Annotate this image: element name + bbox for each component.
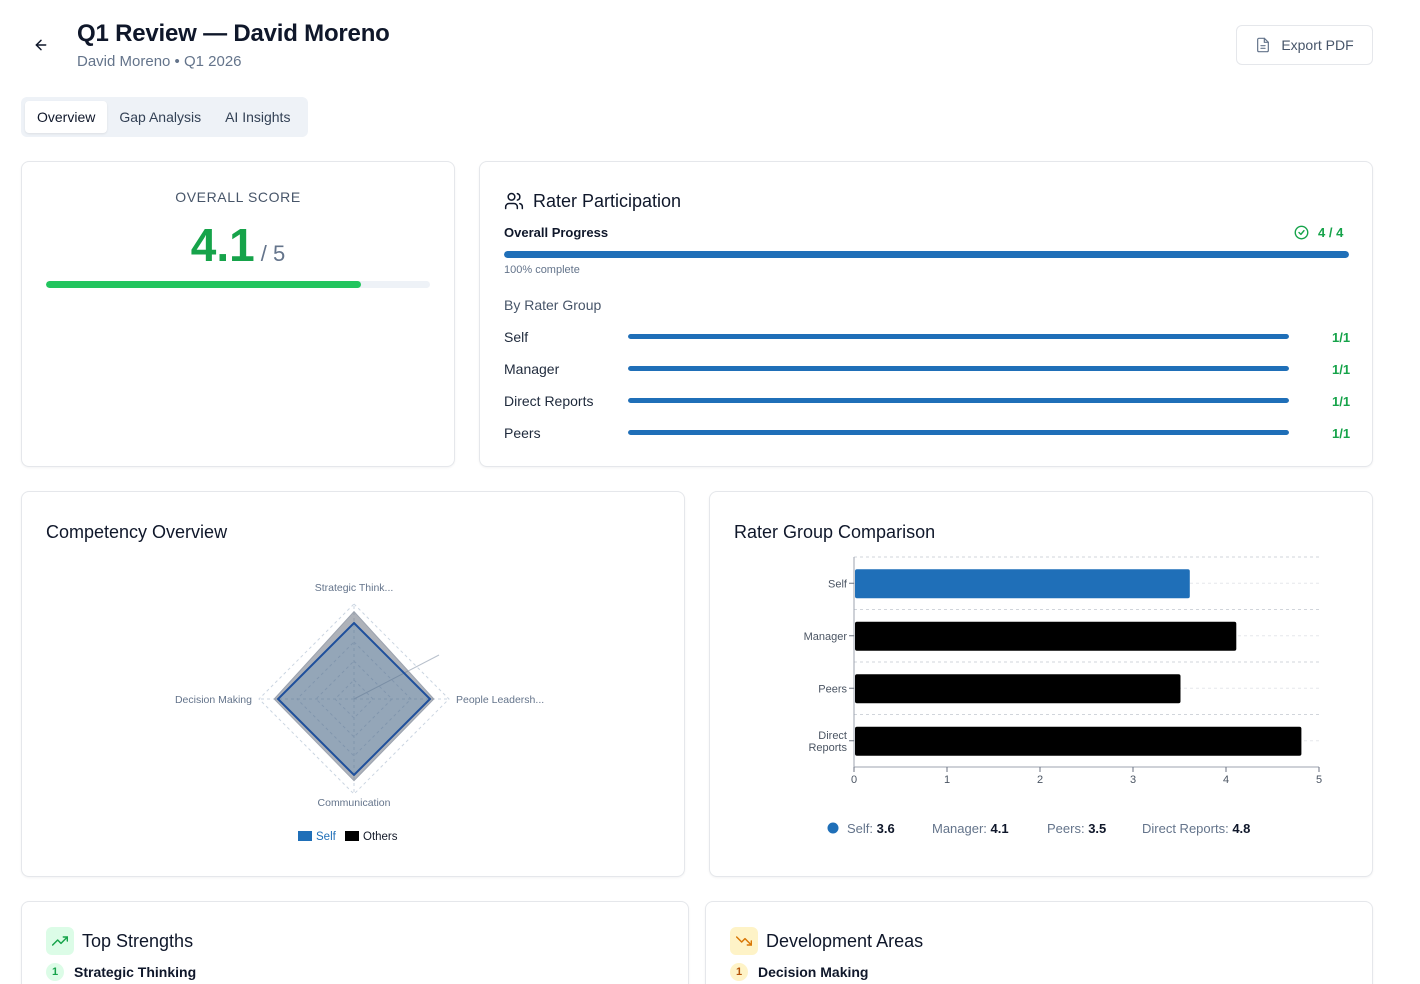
page-subtitle: David Moreno • Q1 2026: [77, 53, 242, 70]
strength-label: Strategic Thinking: [74, 964, 197, 980]
overall-score-label: OVERALL SCORE: [175, 189, 301, 205]
check-circle-icon: [1294, 225, 1309, 240]
overall-score: 4.1/ 5: [22, 218, 454, 272]
strength-rank-badge: 1: [46, 963, 64, 981]
tab-bar: Overview Gap Analysis AI Insights: [21, 97, 308, 137]
progress-complete-text: 100% complete: [504, 264, 580, 276]
radar-axis-label: Decision Making: [175, 694, 252, 706]
group-label-direct-reports: Direct Reports: [504, 393, 594, 409]
bar-manager: [855, 621, 1237, 651]
overall-score-card: OVERALL SCORE 4.1/ 5: [21, 161, 455, 467]
rater-participation-card: Rater Participation Overall Progress 4 /…: [479, 161, 1373, 467]
bar-x-tick-label: 3: [1130, 774, 1136, 786]
group-ratio-direct-reports: 1/1: [1332, 394, 1351, 409]
export-pdf-label: Export PDF: [1281, 37, 1354, 53]
score-progress-fill: [46, 281, 361, 288]
legend-item: Self: 3.6: [847, 821, 895, 836]
group-track-manager: [628, 366, 1289, 371]
radar-series-others: [273, 610, 435, 782]
top-strengths-title: Top Strengths: [82, 931, 194, 951]
development-rank-badge: 1: [730, 963, 748, 981]
radar-axis-label: People Leadersh...: [456, 694, 544, 706]
tab-gap-analysis[interactable]: Gap Analysis: [119, 109, 202, 125]
radar-axis-label: Strategic Think...: [315, 582, 394, 594]
radar-axis-label: Communication: [318, 797, 391, 809]
arrow-left-icon: [35, 39, 47, 51]
users-icon: [504, 192, 524, 210]
bar-category-label: Manager: [804, 631, 848, 643]
competency-overview-title: Competency Overview: [46, 522, 228, 542]
legend-swatch-self: [298, 831, 312, 841]
overall-progress-label: Overall Progress: [504, 225, 609, 240]
rater-participation-title: Rater Participation: [533, 191, 682, 211]
group-track-self: [628, 334, 1289, 339]
file-icon: [1257, 37, 1270, 53]
bar-category-label: Peers: [818, 683, 847, 695]
development-areas-title: Development Areas: [766, 931, 924, 951]
bar-x-tick-label: 4: [1223, 774, 1229, 786]
legend-label-others: Others: [363, 831, 398, 843]
overall-progress-count: 4 / 4: [1318, 225, 1344, 240]
group-fill-manager: [628, 366, 1289, 371]
bar-x-tick-label: 0: [851, 774, 857, 786]
bar-category-label: Reports: [808, 742, 847, 754]
rater-group-comparison-title: Rater Group Comparison: [734, 522, 936, 542]
score-max: / 5: [260, 241, 286, 266]
group-ratio-manager: 1/1: [1332, 362, 1351, 377]
group-track-peers: [628, 430, 1289, 435]
bar-direct-reports: [855, 726, 1302, 756]
export-pdf-button[interactable]: Export PDF: [1236, 25, 1373, 65]
tab-ai-insights[interactable]: AI Insights: [225, 109, 291, 125]
development-areas-card: Development Areas 1 Decision Making: [705, 901, 1373, 984]
bar-self: [855, 569, 1190, 599]
trending-down-icon: [730, 927, 758, 955]
group-fill-direct-reports: [628, 398, 1289, 403]
overall-progress-track: [504, 251, 1349, 258]
group-label-self: Self: [504, 329, 529, 345]
bar-peers: [855, 674, 1181, 704]
back-button[interactable]: [30, 34, 52, 56]
bar-x-tick-label: 5: [1316, 774, 1322, 786]
group-label-manager: Manager: [504, 361, 560, 377]
group-fill-self: [628, 334, 1289, 339]
radar-series-self: [276, 621, 432, 777]
group-track-direct-reports: [628, 398, 1289, 403]
bar-category-label: Self: [828, 578, 848, 590]
competency-overview-card: Competency Overview Strategic Think... Pe…: [21, 491, 685, 877]
tab-overview[interactable]: Overview: [25, 101, 108, 133]
legend-item: Peers: 3.5: [1047, 821, 1106, 836]
legend-swatch-others: [345, 831, 359, 841]
legend-label-self: Self: [316, 831, 337, 843]
overall-progress-fill: [504, 251, 1349, 258]
rater-group-comparison-card: Rater Group Comparison Self Manager Peers D…: [709, 491, 1373, 877]
group-ratio-self: 1/1: [1332, 330, 1351, 345]
group-fill-peers: [628, 430, 1289, 435]
legend-item: Manager: 4.1: [932, 821, 1009, 836]
legend-item: Direct Reports: 4.8: [1142, 821, 1250, 836]
legend-dot-self: [827, 822, 839, 834]
bar-category-label: Direct: [818, 730, 847, 742]
group-ratio-peers: 1/1: [1332, 426, 1351, 441]
bar-x-tick-label: 2: [1037, 774, 1043, 786]
trending-up-icon: [46, 927, 74, 955]
development-label: Decision Making: [758, 964, 869, 980]
score-progress-track: [46, 281, 430, 288]
group-label-peers: Peers: [504, 425, 541, 441]
page-title: Q1 Review — David Moreno: [77, 20, 390, 47]
rater-group-heading: By Rater Group: [504, 297, 602, 313]
top-strengths-card: Top Strengths 1 Strategic Thinking: [21, 901, 689, 984]
competency-radar-chart: Strategic Think... People Leadersh... Comm…: [175, 582, 544, 843]
bar-x-tick-label: 1: [944, 774, 950, 786]
score-value: 4.1: [190, 219, 255, 271]
